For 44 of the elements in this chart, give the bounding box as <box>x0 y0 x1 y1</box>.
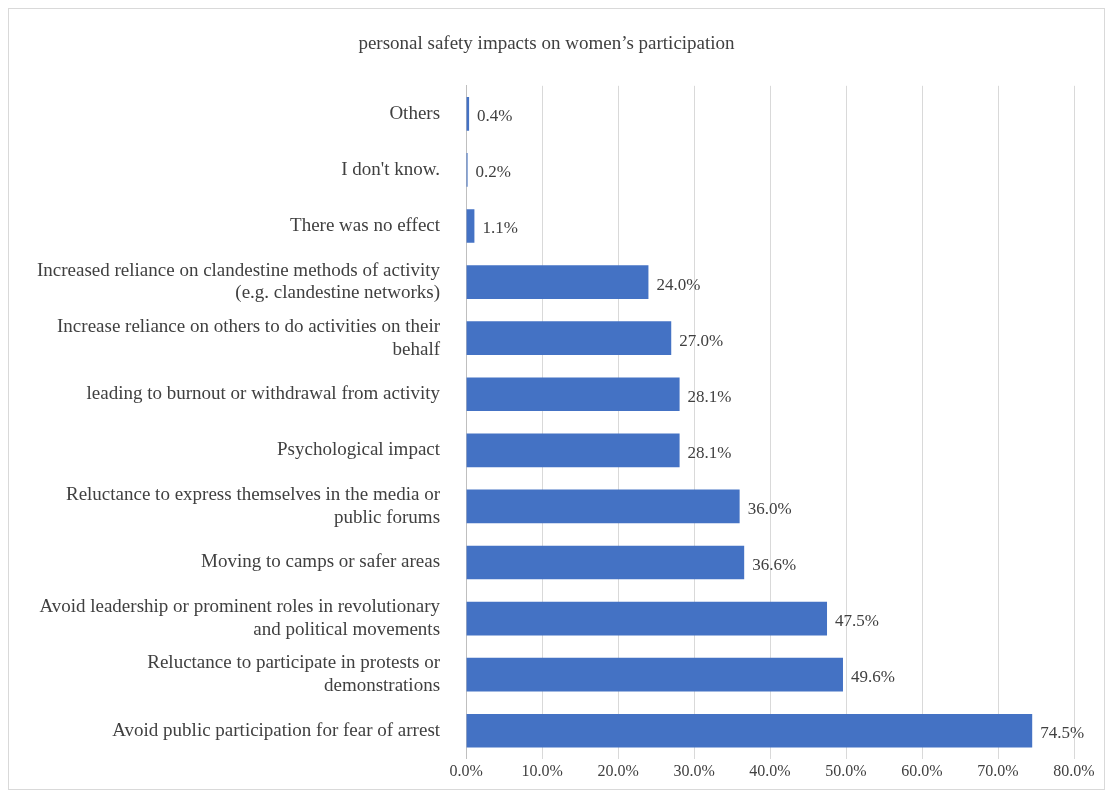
bar <box>466 433 680 468</box>
bar <box>466 545 745 580</box>
x-tick-label: 40.0% <box>749 761 791 779</box>
x-tick-label: 70.0% <box>977 761 1019 779</box>
y-tick-label: Reluctance to participate in protests or demonstrations <box>147 651 441 696</box>
chart-title: personal safety impacts on women’s participation <box>358 32 736 54</box>
x-tick-label: 60.0% <box>901 761 943 779</box>
y-tick-label: I don't know. <box>341 157 441 179</box>
data-label: 49.6% <box>850 667 895 687</box>
bar <box>466 321 672 355</box>
data-label: 0.2% <box>475 162 511 182</box>
data-label: 74.5% <box>1040 723 1085 743</box>
data-label: 47.5% <box>835 611 879 631</box>
data-label: 36.0% <box>747 498 792 518</box>
y-tick-label: leading to burnout or withdrawal from activity <box>86 382 441 404</box>
y-tick-label: Moving to camps or safer areas <box>201 550 441 572</box>
data-label: 28.1% <box>687 442 732 462</box>
y-tick-label: There was no effect <box>290 213 441 235</box>
bar <box>466 209 475 243</box>
data-label: 28.1% <box>687 386 732 406</box>
y-tick-label: Avoid public participation for fear of arrest <box>112 718 441 740</box>
bar <box>466 601 828 636</box>
bar <box>466 265 649 299</box>
bar <box>466 713 1033 748</box>
x-tick-label: 0.0% <box>449 761 483 779</box>
data-label: 27.0% <box>679 330 724 350</box>
data-label: 36.6% <box>752 554 797 574</box>
x-tick-label: 10.0% <box>521 761 563 779</box>
data-label: 0.4% <box>477 106 513 126</box>
y-tick-label: Increased reliance on clandestine methods of activity (e.g. clandestine networks) <box>36 258 441 304</box>
y-tick-label: Increase reliance on others to do activities on their behalf <box>57 314 441 359</box>
x-tick-label: 20.0% <box>597 761 639 779</box>
y-tick-label: Reluctance to express themselves in the media or public forums <box>65 483 441 527</box>
y-tick-label: Others <box>389 101 441 123</box>
y-tick-label: Avoid leadership or prominent roles in revolutionary and political movements <box>39 595 441 639</box>
data-label: 24.0% <box>656 274 701 294</box>
x-tick-label: 80.0% <box>1053 761 1095 779</box>
x-tick-label: 30.0% <box>673 761 715 779</box>
y-tick-label: Psychological impact <box>276 438 441 460</box>
bar <box>466 489 740 524</box>
x-tick-label: 50.0% <box>825 761 867 779</box>
bar <box>466 657 843 692</box>
bar <box>466 377 680 412</box>
data-label: 1.1% <box>482 218 518 238</box>
